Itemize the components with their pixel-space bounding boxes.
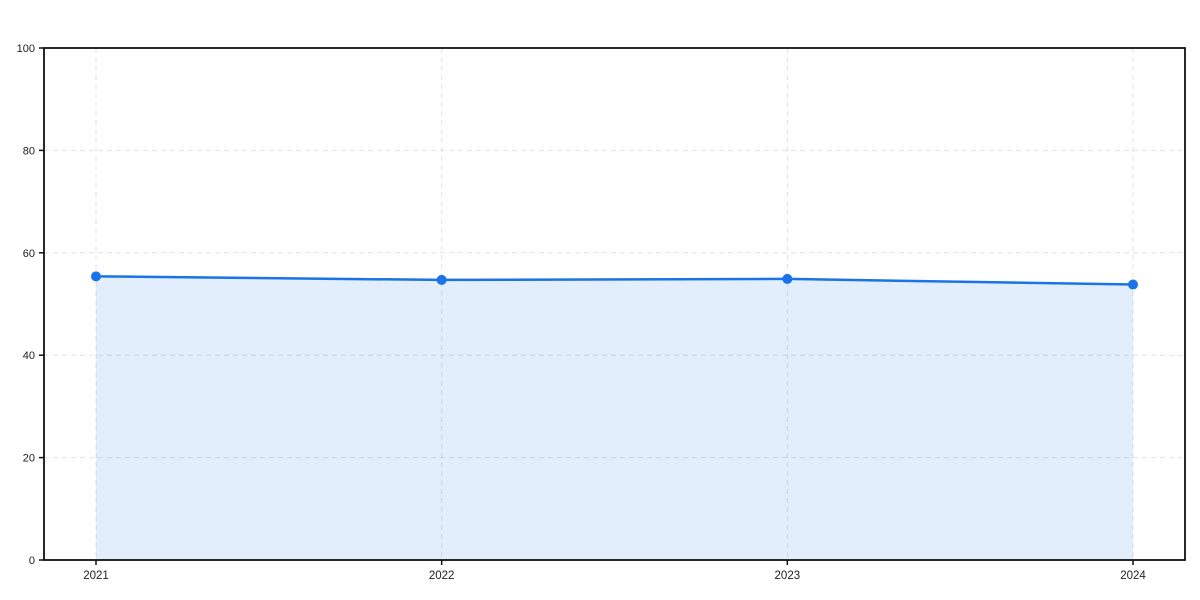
data-point-marker xyxy=(436,274,447,285)
y-tick-label: 60 xyxy=(23,248,35,260)
data-point-marker xyxy=(1128,279,1138,290)
x-tick-label: 2024 xyxy=(1120,570,1146,582)
data-point-marker xyxy=(782,273,793,284)
x-tick-label: 2023 xyxy=(775,570,801,582)
area-fill xyxy=(96,276,1133,560)
y-tick-label: 0 xyxy=(29,555,35,567)
trend-line xyxy=(94,275,1135,286)
plot-border xyxy=(43,47,1186,561)
y-tick-label: 40 xyxy=(23,350,35,362)
data-point-marker xyxy=(91,271,101,282)
x-tick-label: 2021 xyxy=(83,570,109,582)
y-tick-label: 20 xyxy=(23,453,35,465)
y-tick-label: 80 xyxy=(23,145,35,157)
x-tick-label: 2022 xyxy=(429,570,455,582)
y-tick-label: 100 xyxy=(17,43,35,55)
